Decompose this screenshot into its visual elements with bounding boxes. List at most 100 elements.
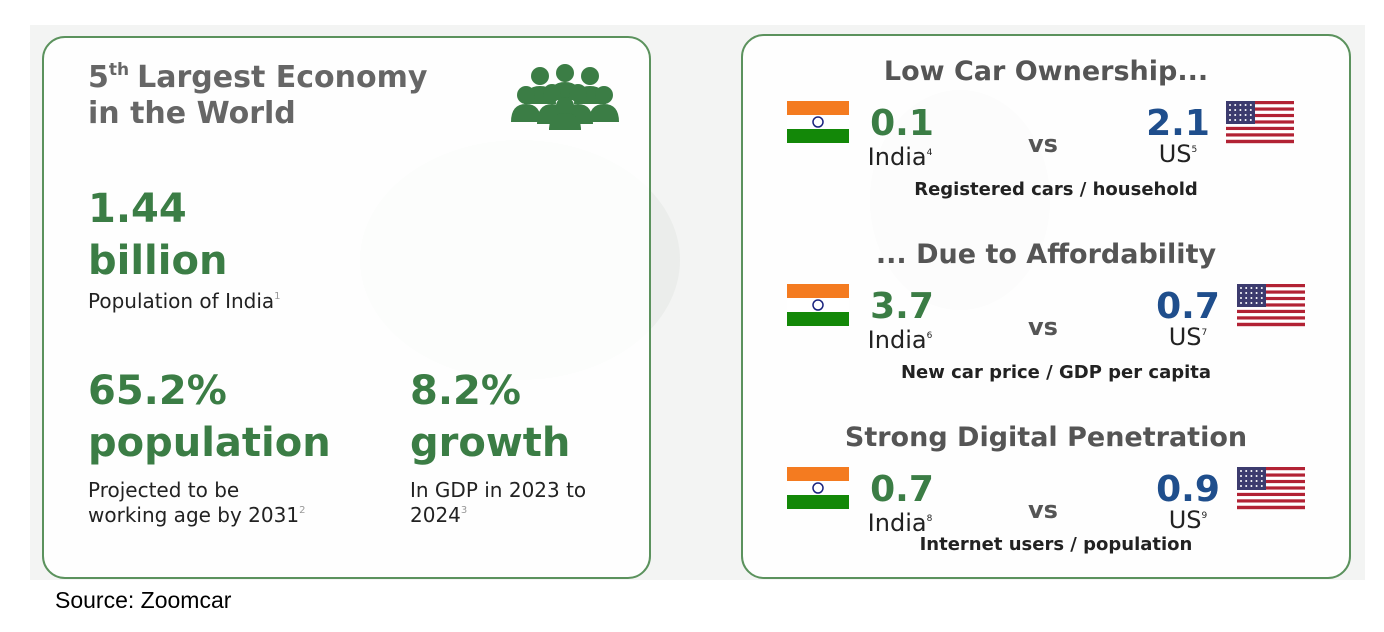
stat-line: 2024 bbox=[410, 503, 461, 527]
caption: Internet users / population bbox=[920, 534, 1193, 555]
flag-stripe bbox=[1237, 303, 1305, 307]
flag-star bbox=[1229, 104, 1231, 106]
flag-chakra bbox=[812, 116, 824, 128]
flag-band bbox=[787, 481, 849, 495]
flag-star bbox=[1250, 292, 1253, 294]
flag-band bbox=[787, 284, 849, 298]
flag-star bbox=[1250, 480, 1253, 482]
flag-star bbox=[1260, 475, 1263, 477]
flag-stripe bbox=[1237, 467, 1305, 471]
india-label: India6 bbox=[868, 326, 933, 354]
flag-band bbox=[787, 129, 849, 143]
us-value: 2.1 bbox=[1146, 103, 1210, 144]
flag-band bbox=[787, 115, 849, 129]
flag-stripe bbox=[1226, 104, 1294, 108]
stat-line: Population of India bbox=[88, 289, 274, 313]
flag-star bbox=[1239, 109, 1242, 111]
country-name: India bbox=[868, 509, 927, 537]
flag-stripe bbox=[1237, 505, 1305, 510]
stat-value: 8.2% bbox=[410, 368, 521, 414]
flag-star bbox=[1239, 114, 1242, 116]
india-value: 3.7 bbox=[870, 286, 934, 327]
stat-line: Projected to be bbox=[88, 478, 239, 502]
stat-description: Projected to be bbox=[88, 478, 239, 502]
vs: vs bbox=[1028, 313, 1058, 341]
flag-stripe bbox=[1226, 113, 1294, 118]
india-value: 0.7 bbox=[870, 469, 934, 510]
flag-star bbox=[1255, 292, 1258, 294]
title-text: Largest Economy bbox=[137, 60, 428, 95]
caption: Registered cars / household bbox=[914, 179, 1198, 200]
flag-star bbox=[1240, 287, 1242, 289]
stat-unit: population bbox=[88, 420, 331, 466]
stat-unit: billion bbox=[88, 238, 227, 284]
flag-stripe bbox=[1226, 117, 1294, 121]
flag-star bbox=[1245, 302, 1248, 304]
flag-star bbox=[1250, 470, 1253, 472]
flag-stripe bbox=[1237, 300, 1305, 304]
flag-star bbox=[1255, 297, 1258, 299]
people-icon bbox=[511, 64, 619, 130]
flag-star bbox=[1245, 292, 1248, 294]
flag-star bbox=[1260, 287, 1263, 289]
title-line: in the World bbox=[88, 96, 296, 131]
us-flag bbox=[1237, 284, 1305, 327]
india-flag bbox=[787, 467, 849, 509]
flag-star bbox=[1240, 480, 1242, 482]
stat-unit: growth bbox=[410, 420, 570, 466]
flag-star bbox=[1260, 485, 1263, 487]
flag-stripe bbox=[1226, 136, 1294, 140]
flag-stripe bbox=[1237, 322, 1305, 327]
flag-star bbox=[1255, 302, 1258, 304]
source: Source: Zoomcar bbox=[55, 587, 232, 613]
title-line: 5th Largest Economy bbox=[88, 60, 428, 95]
flag-star bbox=[1229, 114, 1231, 116]
flag-stripe bbox=[1237, 473, 1305, 477]
flag-star bbox=[1244, 114, 1247, 116]
left-card bbox=[42, 36, 651, 579]
flag-star bbox=[1260, 302, 1263, 304]
flag-stripe bbox=[1226, 110, 1294, 115]
flag-chakra bbox=[812, 299, 824, 311]
flag-star bbox=[1260, 292, 1263, 294]
title-number: 5 bbox=[88, 60, 109, 95]
flag-stripe bbox=[1226, 133, 1294, 137]
flag-stripe bbox=[1237, 492, 1305, 497]
stat-description: Population of India1 bbox=[88, 289, 281, 313]
flag-star bbox=[1240, 292, 1242, 294]
flag-stripe bbox=[1237, 296, 1305, 301]
flag-star bbox=[1260, 470, 1263, 472]
stat-line: working age by 2031 bbox=[88, 503, 299, 527]
flag-stripe bbox=[1226, 139, 1294, 144]
flag-star bbox=[1260, 297, 1263, 299]
flag-band bbox=[787, 495, 849, 509]
stat-description: working age by 20312 bbox=[88, 503, 305, 527]
flag-stripe bbox=[1237, 284, 1305, 288]
flag-stripe bbox=[1226, 126, 1294, 131]
flag-star bbox=[1240, 297, 1242, 299]
us-label: US7 bbox=[1169, 323, 1208, 351]
flag-star bbox=[1255, 480, 1258, 482]
flag-star bbox=[1249, 104, 1252, 106]
flag-stripe bbox=[1226, 107, 1294, 111]
india-value: 0.1 bbox=[870, 103, 934, 144]
stat-description: In GDP in 2023 to bbox=[410, 478, 586, 502]
flag-stripe bbox=[1237, 287, 1305, 291]
country-note: 4 bbox=[927, 148, 933, 158]
flag-stripe bbox=[1237, 316, 1305, 320]
us-flag bbox=[1237, 467, 1305, 510]
flag-canton bbox=[1237, 467, 1266, 490]
stat-value: 65.2% bbox=[88, 368, 227, 414]
india-flag bbox=[787, 284, 849, 326]
flag-star bbox=[1229, 119, 1231, 121]
flag-star bbox=[1245, 470, 1248, 472]
flag-band bbox=[787, 298, 849, 312]
flag-star bbox=[1245, 485, 1248, 487]
flag-star bbox=[1249, 109, 1252, 111]
india-label: India8 bbox=[868, 509, 933, 537]
us-value: 0.9 bbox=[1156, 469, 1220, 510]
flag-band bbox=[787, 312, 849, 326]
country-note: 6 bbox=[927, 331, 933, 341]
flag-canton bbox=[1237, 284, 1266, 307]
flag-stripe bbox=[1237, 319, 1305, 323]
